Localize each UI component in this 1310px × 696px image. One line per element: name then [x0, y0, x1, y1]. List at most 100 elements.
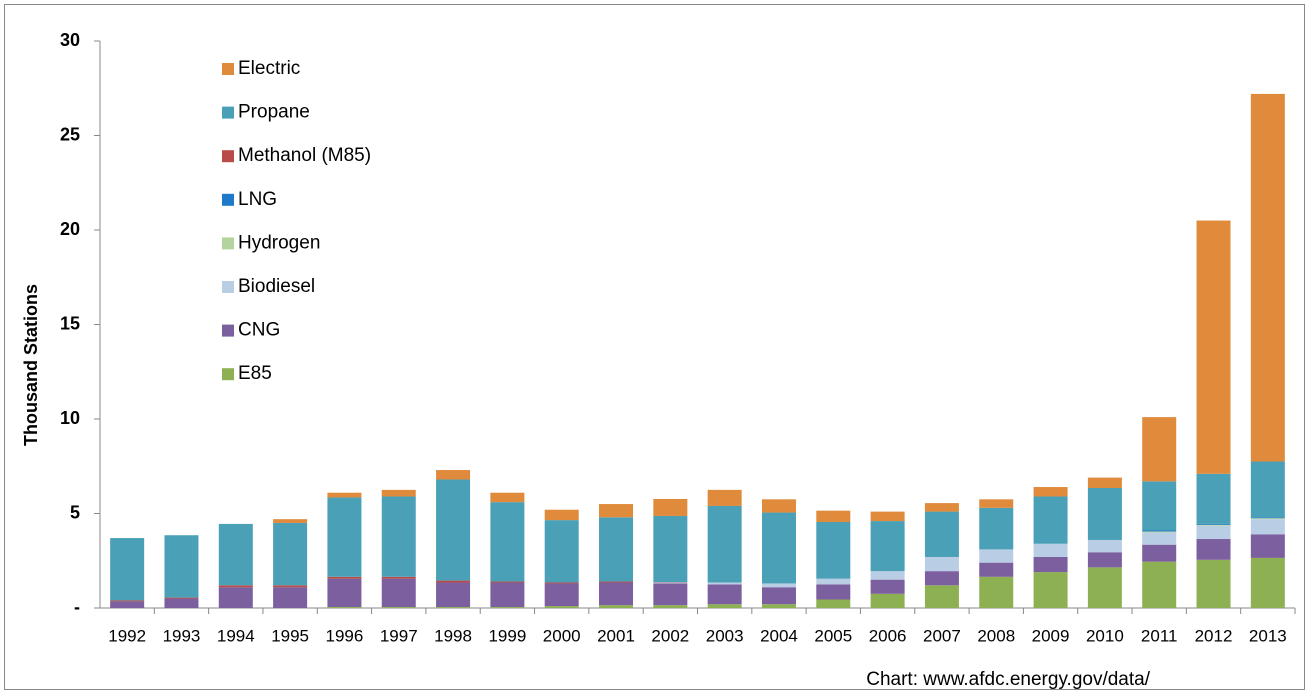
bar-segment — [1196, 524, 1231, 526]
bar-segment — [1250, 557, 1285, 608]
bar-segment — [544, 582, 579, 584]
bar-segment — [490, 502, 525, 582]
x-tick-label: 1999 — [488, 626, 526, 645]
legend-swatch — [222, 368, 234, 381]
bar-segment — [273, 587, 308, 608]
bar-segment — [1142, 561, 1177, 608]
bar-segment — [1033, 496, 1068, 544]
bar-segment — [870, 579, 905, 594]
bar-segment — [436, 580, 471, 583]
bar-segment — [870, 521, 905, 572]
legend-label: Hydrogen — [238, 232, 320, 253]
bar-segment — [327, 578, 362, 608]
bar-segment — [599, 581, 634, 583]
bar-segment — [599, 605, 634, 608]
legend-label: LNG — [238, 189, 277, 210]
y-tick-label: 30 — [60, 30, 80, 50]
bar-segment — [924, 571, 959, 586]
bar-segment — [1142, 481, 1177, 531]
bar-segment — [381, 578, 416, 608]
bar-segment — [707, 582, 742, 585]
x-tick-label: 2011 — [1141, 626, 1178, 645]
bar-segment — [761, 512, 796, 584]
y-tick-label: - — [74, 597, 80, 617]
bar-segment — [1250, 519, 1285, 535]
bar-segment — [653, 515, 688, 583]
bar-segment — [544, 509, 579, 521]
bar-segment — [1250, 534, 1285, 558]
legend-swatch — [222, 237, 234, 250]
x-tick-label: 1993 — [163, 626, 201, 645]
x-tick-label: 1997 — [380, 626, 418, 645]
x-tick-label: 2008 — [977, 626, 1015, 645]
bar-segment — [1087, 552, 1122, 568]
bar-segment — [707, 489, 742, 506]
bar-segment — [436, 607, 471, 608]
bar-segment — [1142, 417, 1177, 482]
bar-segment — [1087, 567, 1122, 608]
legend-label: Electric — [238, 58, 300, 79]
bar-segment — [979, 549, 1014, 563]
y-tick-label: 5 — [70, 502, 80, 522]
bar-segment — [761, 499, 796, 513]
bar-segment — [1196, 220, 1231, 474]
bar-segment — [1142, 544, 1177, 562]
bar-segment — [164, 598, 199, 608]
bar-segment — [1250, 517, 1285, 519]
bar-segment — [218, 587, 253, 608]
bar-segment — [544, 606, 579, 608]
bar-segment — [924, 503, 959, 512]
bar-segment — [1196, 559, 1231, 608]
bar-segment — [653, 582, 688, 584]
bar-segment — [327, 497, 362, 577]
bar-segment — [110, 600, 145, 602]
bar-segment — [1142, 530, 1177, 532]
x-tick-label: 1992 — [108, 626, 146, 645]
x-tick-label: 1994 — [217, 626, 255, 645]
x-tick-label: 2009 — [1032, 626, 1070, 645]
x-tick-label: 2001 — [597, 626, 635, 645]
x-tick-label: 2000 — [543, 626, 581, 645]
bar-segment — [381, 607, 416, 608]
bar-segment — [816, 584, 851, 600]
bar-segment — [816, 522, 851, 579]
x-tick-label: 2002 — [651, 626, 689, 645]
bar-segment — [924, 511, 959, 557]
bar-segment — [1033, 543, 1068, 557]
bar-segment — [1196, 473, 1231, 524]
x-tick-label: 1998 — [434, 626, 472, 645]
x-tick-label: 1995 — [271, 626, 309, 645]
legend-swatch — [222, 193, 234, 206]
bar-segment — [218, 585, 253, 588]
bar-segment — [490, 581, 525, 583]
legend-swatch — [222, 324, 234, 337]
legend-swatch — [222, 150, 234, 163]
bar-segment — [816, 510, 851, 523]
bar-segment — [273, 585, 308, 588]
bar-segment — [1250, 518, 1285, 520]
bar-segment — [599, 517, 634, 582]
bar-segment — [1142, 532, 1177, 545]
bar-segment — [436, 470, 471, 480]
legend-swatch — [222, 281, 234, 293]
y-axis-label: Thousand Stations — [21, 284, 41, 446]
y-tick-label: 25 — [60, 124, 80, 144]
bar-segment — [164, 535, 199, 598]
bar-segment — [1033, 487, 1068, 497]
bar-segment — [110, 601, 145, 608]
bar-segment — [870, 593, 905, 608]
bar-segment — [110, 538, 145, 601]
bar-segment — [381, 576, 416, 579]
bar-segment — [761, 604, 796, 608]
bar-segment — [707, 505, 742, 583]
bar-segment — [1087, 477, 1122, 488]
bar-segment — [1033, 572, 1068, 608]
bar-segment — [1142, 531, 1177, 533]
x-tick-label: 2013 — [1249, 626, 1287, 645]
legend-label: CNG — [238, 320, 280, 341]
bar-segment — [327, 607, 362, 608]
bar-segment — [924, 556, 959, 572]
bar-segment — [816, 578, 851, 585]
bar-segment — [1196, 523, 1231, 525]
